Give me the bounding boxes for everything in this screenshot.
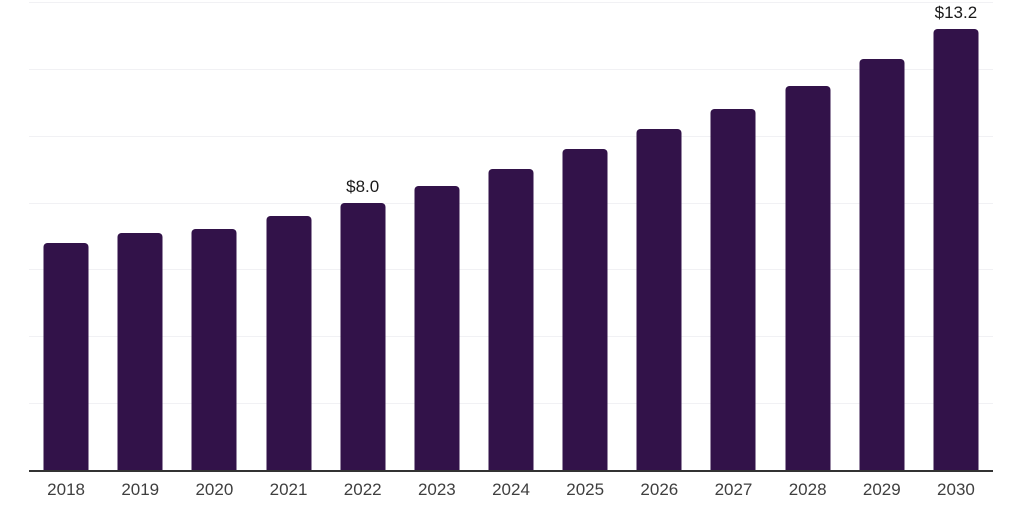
gridline-y-12 [29,68,993,70]
bar-2018 [43,242,89,470]
x-axis-label-2030: 2030 [937,480,975,499]
bar-band-2022: $8.0 [326,2,400,470]
x-axis-label-2025: 2025 [566,480,605,499]
bar-2021 [266,215,312,470]
bar-2020 [191,229,237,470]
x-axis-label-2019: 2019 [121,480,160,499]
x-axis-label-2018: 2018 [47,480,85,499]
gridline-y-14 [29,2,993,3]
bar-band-2018 [29,2,103,470]
bar-2029 [859,58,905,470]
plot-area: $8.0 $13.2 [29,2,993,472]
x-axis: 2018 2019 2020 2021 2022 2023 2024 2025 2026 2027… [29,480,993,500]
bar-band-2026 [622,2,696,470]
bar-band-2025 [548,2,622,470]
x-axis-label-2022: 2022 [343,480,382,499]
bar-band-2027 [696,2,770,470]
bar-2019 [117,232,163,470]
x-axis-label-2020: 2020 [195,480,234,499]
bar-2027 [710,108,756,470]
bar-value-label-2030: $13.2 [934,2,978,22]
bar-2026 [636,129,682,470]
x-axis-label-2026: 2026 [640,480,679,499]
x-axis-label-2023: 2023 [417,480,456,499]
bar-2023 [414,185,460,470]
bar-band-2020 [177,2,251,470]
bar-2030 [933,28,979,470]
bar-band-2023 [400,2,474,470]
bar-band-2021 [251,2,325,470]
x-axis-label-2027: 2027 [714,480,753,499]
x-axis-label-2024: 2024 [492,480,530,499]
bar-band-2030: $13.2 [919,2,993,470]
bar-2022 [340,202,386,470]
bar-value-label-2022: $8.0 [346,176,380,196]
x-axis-label-2028: 2028 [788,480,827,499]
bar-band-2028 [771,2,845,470]
x-axis-label-2021: 2021 [269,480,308,499]
bar-2025 [562,149,608,470]
bar-2024 [488,169,534,470]
gridline-y-10 [29,135,993,137]
bar-band-2019 [103,2,177,470]
bar-2028 [785,85,831,470]
bar-band-2029 [845,2,919,470]
bar-band-2024 [474,2,548,470]
x-axis-label-2029: 2029 [862,480,901,499]
